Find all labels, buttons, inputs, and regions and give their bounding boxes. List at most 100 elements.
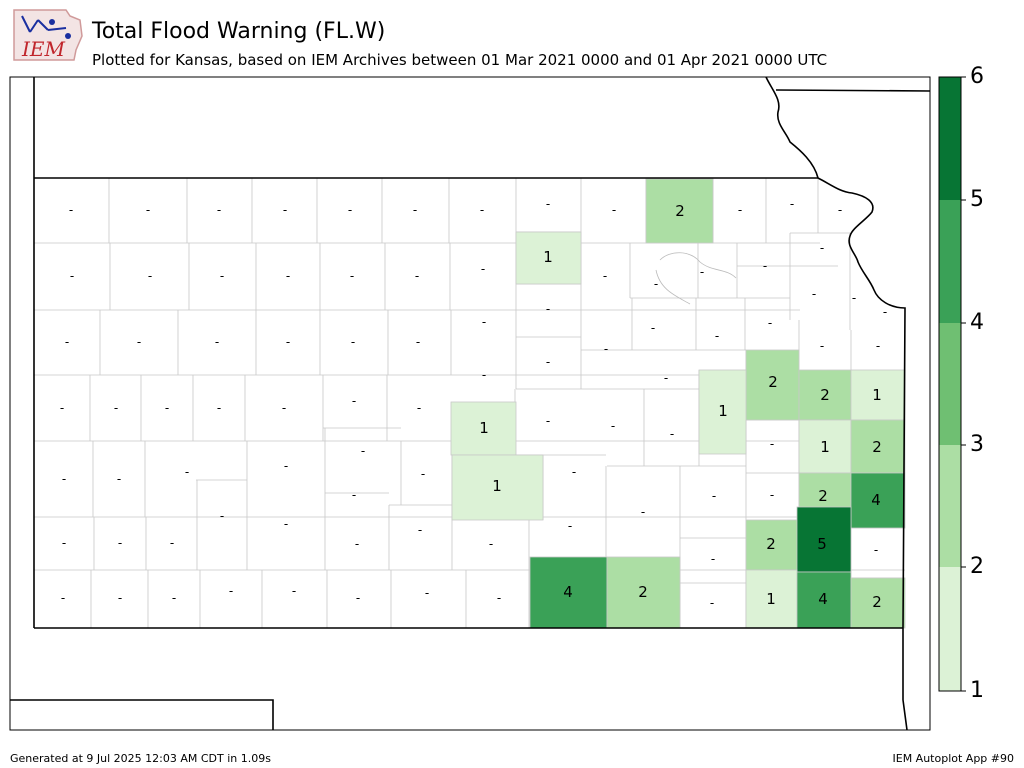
no-data-mark: - xyxy=(497,591,501,605)
no-data-mark: - xyxy=(62,536,66,550)
county-value: 1 xyxy=(718,402,728,420)
county-fill xyxy=(698,369,747,455)
no-data-mark: - xyxy=(664,371,668,385)
no-data-mark: - xyxy=(148,269,152,283)
no-data-mark: - xyxy=(852,291,856,305)
no-data-mark: - xyxy=(670,427,674,441)
no-data-mark: - xyxy=(820,241,824,255)
county-fill xyxy=(850,577,906,629)
no-data-mark: - xyxy=(738,203,742,217)
no-data-mark: - xyxy=(286,269,290,283)
no-data-mark: - xyxy=(546,355,550,369)
no-data-mark: - xyxy=(768,316,772,330)
no-data-mark: - xyxy=(611,419,615,433)
no-data-marks: - - - - - - - - - - - - - - - - - - - - … xyxy=(60,197,887,610)
warning-counties xyxy=(450,178,906,629)
colorbar-tick-label: 2 xyxy=(970,554,984,579)
no-data-mark: - xyxy=(361,444,365,458)
page-title: Total Flood Warning (FL.W) xyxy=(92,19,386,44)
no-data-mark: - xyxy=(710,596,714,610)
county-value: 1 xyxy=(820,438,830,456)
county-value: 1 xyxy=(766,590,776,608)
no-data-mark: - xyxy=(413,203,417,217)
no-data-mark: - xyxy=(229,584,233,598)
colorbar-segment xyxy=(939,77,961,200)
colorbar-tick-label: 6 xyxy=(970,64,984,89)
no-data-mark: - xyxy=(763,259,767,273)
no-data-mark: - xyxy=(874,543,878,557)
no-data-mark: - xyxy=(812,287,816,301)
county-fill xyxy=(450,401,517,456)
county-value: 2 xyxy=(818,487,828,505)
no-data-mark: - xyxy=(65,335,69,349)
colorbar-segment xyxy=(939,200,961,323)
colorbar-tick-label: 5 xyxy=(970,187,984,212)
no-data-mark: - xyxy=(283,203,287,217)
no-data-mark: - xyxy=(820,339,824,353)
no-data-mark: - xyxy=(546,302,550,316)
no-data-mark: - xyxy=(712,489,716,503)
no-data-mark: - xyxy=(69,203,73,217)
no-data-mark: - xyxy=(114,401,118,415)
no-data-mark: - xyxy=(415,269,419,283)
colorbar-tick-label: 4 xyxy=(970,310,984,335)
no-data-mark: - xyxy=(425,586,429,600)
no-data-mark: - xyxy=(481,262,485,276)
no-data-mark: - xyxy=(355,537,359,551)
no-data-mark: - xyxy=(838,203,842,217)
no-data-mark: - xyxy=(482,368,486,382)
county-value: 2 xyxy=(768,373,778,391)
no-data-mark: - xyxy=(284,459,288,473)
county-value: 2 xyxy=(820,386,830,404)
county-value: 4 xyxy=(871,491,881,509)
no-data-mark: - xyxy=(568,519,572,533)
iem-logo: IEM xyxy=(8,6,84,64)
river-detail xyxy=(655,252,737,305)
colorbar-tick-label: 3 xyxy=(970,432,984,457)
county-fill xyxy=(451,454,544,521)
county-fill xyxy=(850,472,906,529)
no-data-mark: - xyxy=(651,321,655,335)
no-data-mark: - xyxy=(351,335,355,349)
no-data-mark: - xyxy=(350,269,354,283)
no-data-mark: - xyxy=(217,401,221,415)
county-value: 4 xyxy=(563,583,573,601)
no-data-mark: - xyxy=(711,552,715,566)
county-fill xyxy=(745,519,800,571)
no-data-mark: - xyxy=(284,517,288,531)
no-data-mark: - xyxy=(70,269,74,283)
no-data-mark: - xyxy=(117,472,121,486)
county-fill xyxy=(798,419,852,474)
no-data-mark: - xyxy=(217,203,221,217)
colorbar-segment xyxy=(939,445,961,567)
county-value: 1 xyxy=(492,477,502,495)
no-data-mark: - xyxy=(700,265,704,279)
missouri-oklahoma-border xyxy=(902,628,908,731)
county-value: 1 xyxy=(872,386,882,404)
county-value: 2 xyxy=(638,583,648,601)
colorbar-tick-label: 1 xyxy=(970,678,984,703)
no-data-mark: - xyxy=(876,339,880,353)
no-data-mark: - xyxy=(421,467,425,481)
no-data-mark: - xyxy=(352,488,356,502)
no-data-mark: - xyxy=(546,197,550,211)
no-data-mark: - xyxy=(220,269,224,283)
county-value: 2 xyxy=(766,535,776,553)
no-data-mark: - xyxy=(172,591,176,605)
county-value: 5 xyxy=(817,535,827,553)
logo-text: IEM xyxy=(21,37,66,61)
no-data-mark: - xyxy=(60,401,64,415)
no-data-mark: - xyxy=(356,591,360,605)
no-data-mark: - xyxy=(883,305,887,319)
app-identifier: IEM Autoplot App #90 xyxy=(892,752,1015,765)
no-data-mark: - xyxy=(185,465,189,479)
county-value: 1 xyxy=(479,419,489,437)
county-fill xyxy=(515,231,582,285)
value-labels: 2 1 2 2 1 1 1 1 2 1 2 4 2 5 4 2 1 4 2 xyxy=(479,202,882,611)
no-data-mark: - xyxy=(62,472,66,486)
no-data-mark: - xyxy=(348,203,352,217)
no-data-mark: - xyxy=(417,401,421,415)
no-data-mark: - xyxy=(603,269,607,283)
county-fill xyxy=(745,569,798,629)
